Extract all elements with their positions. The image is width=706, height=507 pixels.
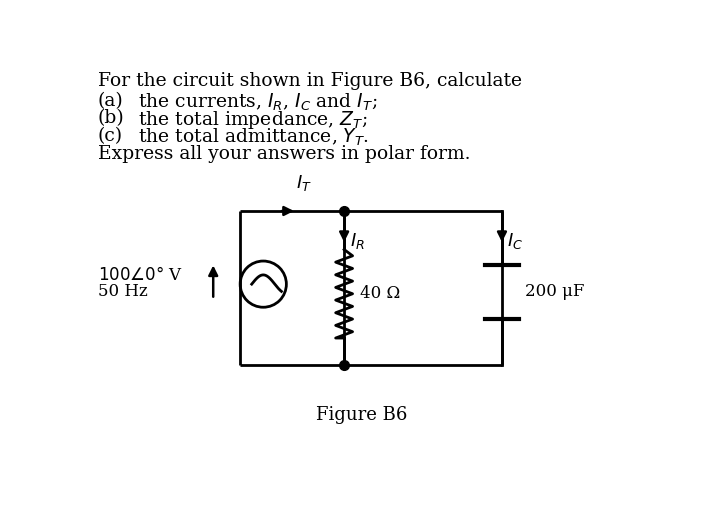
Text: $I_T$: $I_T$ — [297, 172, 312, 193]
Text: $100\angle0°$ V: $100\angle0°$ V — [97, 266, 183, 284]
Text: Figure B6: Figure B6 — [316, 406, 407, 424]
Text: 200 μF: 200 μF — [525, 283, 585, 300]
Text: (c): (c) — [97, 127, 123, 145]
Text: 50 Hz: 50 Hz — [97, 283, 148, 300]
Text: (b): (b) — [97, 110, 124, 127]
Text: the total impedance, $Z_T$;: the total impedance, $Z_T$; — [138, 110, 367, 131]
Text: the total admittance, $Y_T$.: the total admittance, $Y_T$. — [138, 127, 369, 149]
Text: 40 Ω: 40 Ω — [359, 285, 400, 302]
Text: For the circuit shown in Figure B6, calculate: For the circuit shown in Figure B6, calc… — [97, 71, 522, 90]
Text: the currents, $I_R$, $I_C$ and $I_T$;: the currents, $I_R$, $I_C$ and $I_T$; — [138, 92, 377, 113]
Text: $I_C$: $I_C$ — [508, 231, 523, 251]
Text: $I_R$: $I_R$ — [349, 231, 364, 251]
Text: (a): (a) — [97, 92, 124, 110]
Text: Express all your answers in polar form.: Express all your answers in polar form. — [97, 145, 470, 163]
